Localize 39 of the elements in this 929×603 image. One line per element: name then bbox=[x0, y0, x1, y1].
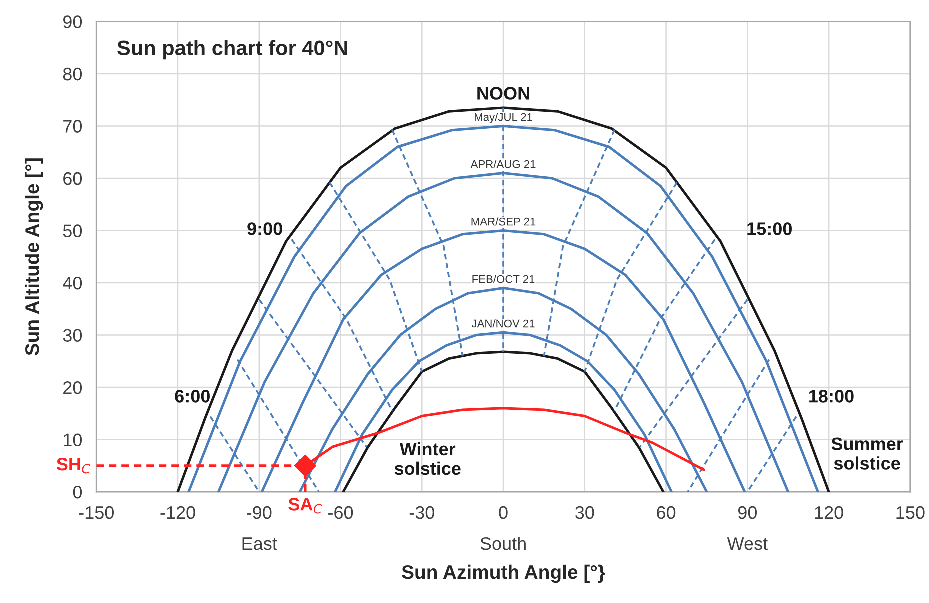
y-tick-label: 50 bbox=[63, 224, 82, 238]
y-tick-label: 30 bbox=[63, 329, 82, 342]
annotation: 9:00 bbox=[248, 222, 282, 236]
x-tick-label: -150 bbox=[79, 506, 114, 520]
y-tick-label: 0 bbox=[73, 486, 82, 499]
annotation: 15:00 bbox=[748, 222, 792, 236]
series-label: JAN/NOV 21 bbox=[472, 320, 535, 328]
series-label: APR/AUG 21 bbox=[470, 160, 536, 168]
annotation: SH$_{C}$ bbox=[56, 458, 90, 474]
x-tick-label: -60 bbox=[328, 506, 354, 520]
y-tick-label: 40 bbox=[63, 276, 82, 290]
x-tick-label: 30 bbox=[576, 506, 594, 520]
series-label: FEB/OCT 21 bbox=[472, 275, 535, 284]
annotation: Winter solstice bbox=[394, 442, 461, 476]
x-axis-title: Sun Azimuth Angle [°} bbox=[402, 564, 606, 584]
series-label: May/JUL 21 bbox=[475, 113, 532, 124]
y-tick-label: 90 bbox=[63, 16, 82, 28]
annotation: 18:00 bbox=[810, 390, 854, 403]
x-tick-label: -30 bbox=[410, 506, 434, 520]
x-tick-label: 60 bbox=[657, 506, 676, 520]
x-tick-label: 120 bbox=[815, 506, 844, 520]
y-tick-label: 80 bbox=[63, 68, 82, 81]
line-series bbox=[342, 350, 665, 492]
x-tick-label: 150 bbox=[896, 506, 925, 520]
text: Sun path chart for 40°N bbox=[118, 40, 348, 60]
annotation: 6:00 bbox=[175, 390, 210, 403]
y-tick-label: 70 bbox=[64, 120, 82, 133]
series-label: MAR/SEP 21 bbox=[472, 218, 536, 226]
y-tick-label: 10 bbox=[64, 434, 82, 447]
y-tick-label: 20 bbox=[64, 381, 82, 394]
x-tick-label: -90 East bbox=[242, 506, 278, 550]
y-tick-label: 60 bbox=[64, 172, 82, 186]
y-axis-title: Sun Altitude Angle [°] bbox=[24, 158, 44, 356]
annotation: NOON bbox=[478, 87, 530, 100]
annotation: SA$_{C}$ bbox=[288, 498, 322, 514]
annotation: Summer solstice bbox=[832, 438, 904, 470]
x-tick-label: 90 West bbox=[727, 506, 768, 550]
x-tick-label: 0 South bbox=[480, 506, 526, 550]
x-tick-label: -120 bbox=[160, 506, 196, 520]
